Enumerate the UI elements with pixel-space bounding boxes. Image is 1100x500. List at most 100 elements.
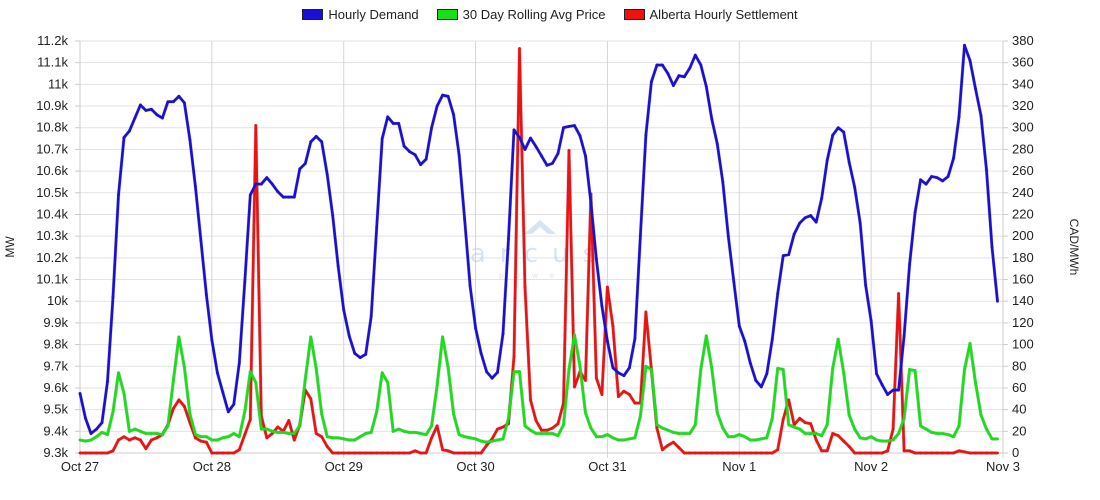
data-point (814, 438, 818, 442)
data-point (111, 410, 115, 414)
legend-item-rolling-avg-price[interactable]: 30 Day Rolling Avg Price (436, 7, 606, 22)
data-point (886, 449, 890, 453)
data-point (479, 439, 483, 443)
data-point (479, 451, 483, 455)
right-tick-label: 20 (1012, 423, 1026, 438)
data-point (221, 451, 225, 455)
data-point (161, 433, 164, 436)
data-point (869, 319, 873, 323)
data-point (237, 435, 241, 439)
left-tick-label: 10.1k (36, 272, 68, 287)
left-tick-label: 10.5k (36, 185, 68, 200)
legend-item-alberta-settlement[interactable]: Alberta Hourly Settlement (623, 7, 798, 22)
data-point (292, 432, 296, 435)
data-point (292, 195, 296, 199)
data-point (468, 284, 472, 288)
data-point (353, 351, 357, 355)
data-point (204, 435, 208, 439)
data-point (578, 364, 582, 368)
data-point (979, 114, 983, 118)
data-point (809, 214, 813, 217)
data-point (776, 367, 780, 370)
data-point (446, 94, 450, 98)
data-point (155, 113, 159, 117)
data-point (243, 410, 247, 414)
data-point (281, 195, 285, 199)
data-point (556, 422, 560, 426)
data-point (606, 433, 609, 436)
data-point (270, 432, 274, 435)
data-point (139, 103, 142, 107)
data-point (831, 367, 835, 370)
data-point (990, 451, 994, 455)
data-point (765, 451, 769, 455)
right-tick-label: 280 (1012, 141, 1034, 156)
data-point (457, 153, 461, 157)
data-point (589, 201, 593, 204)
x-tick-label: Nov 1 (722, 459, 756, 474)
data-point (221, 390, 225, 394)
data-point (430, 424, 434, 428)
x-tick-label: Nov 2 (854, 459, 888, 474)
data-point (693, 53, 697, 57)
data-point (281, 431, 285, 434)
x-axis-ticks: Oct 27 Oct 28 Oct 29 Oct 30 Oct 31 Nov 1 Nov 2… (61, 459, 1020, 474)
data-point (210, 438, 214, 442)
data-point (386, 381, 390, 384)
data-point (485, 370, 488, 374)
data-point (512, 355, 516, 358)
data-point (193, 184, 197, 188)
data-point (529, 136, 532, 140)
legend-item-hourly-demand[interactable]: Hourly Demand (302, 7, 419, 22)
data-point (155, 432, 159, 435)
data-point (298, 167, 302, 171)
data-point (809, 432, 813, 435)
left-tick-label: 11k (48, 76, 68, 91)
data-point (935, 176, 939, 180)
data-point (188, 412, 192, 416)
data-point (699, 368, 703, 371)
data-point (309, 140, 313, 144)
data-point (726, 234, 730, 238)
data-point (545, 163, 549, 167)
data-point (430, 436, 434, 440)
data-point (358, 356, 362, 359)
data-point (248, 370, 252, 374)
data-point (490, 439, 494, 443)
data-point (128, 438, 131, 442)
data-point (100, 421, 104, 425)
data-point (622, 374, 626, 377)
data-point (128, 429, 131, 433)
data-point (880, 383, 884, 387)
data-point (529, 428, 532, 432)
data-point (770, 416, 774, 420)
data-point (150, 107, 153, 111)
data-point (309, 397, 313, 401)
data-point (199, 439, 203, 443)
data-point (501, 437, 505, 441)
data-point (666, 444, 670, 447)
data-point (902, 416, 906, 420)
data-point (441, 448, 445, 452)
left-tick-label: 9.8k (43, 337, 68, 352)
data-point (875, 372, 879, 376)
data-point (111, 449, 115, 453)
data-point (523, 148, 527, 151)
data-point (902, 334, 906, 338)
data-point (265, 176, 269, 180)
data-point (968, 59, 972, 62)
data-point (128, 129, 131, 133)
data-point (974, 381, 977, 384)
data-point (655, 63, 659, 67)
data-point (336, 451, 340, 455)
data-point (677, 432, 681, 435)
left-tick-label: 10.9k (36, 98, 68, 113)
data-point (518, 136, 521, 139)
data-point (655, 423, 659, 427)
x-tick-label: Oct 30 (456, 459, 494, 474)
data-point (787, 253, 791, 256)
legend-label: Hourly Demand (328, 7, 419, 22)
legend-label: 30 Day Rolling Avg Price (462, 7, 606, 22)
data-point (540, 428, 543, 432)
data-point (133, 436, 137, 440)
